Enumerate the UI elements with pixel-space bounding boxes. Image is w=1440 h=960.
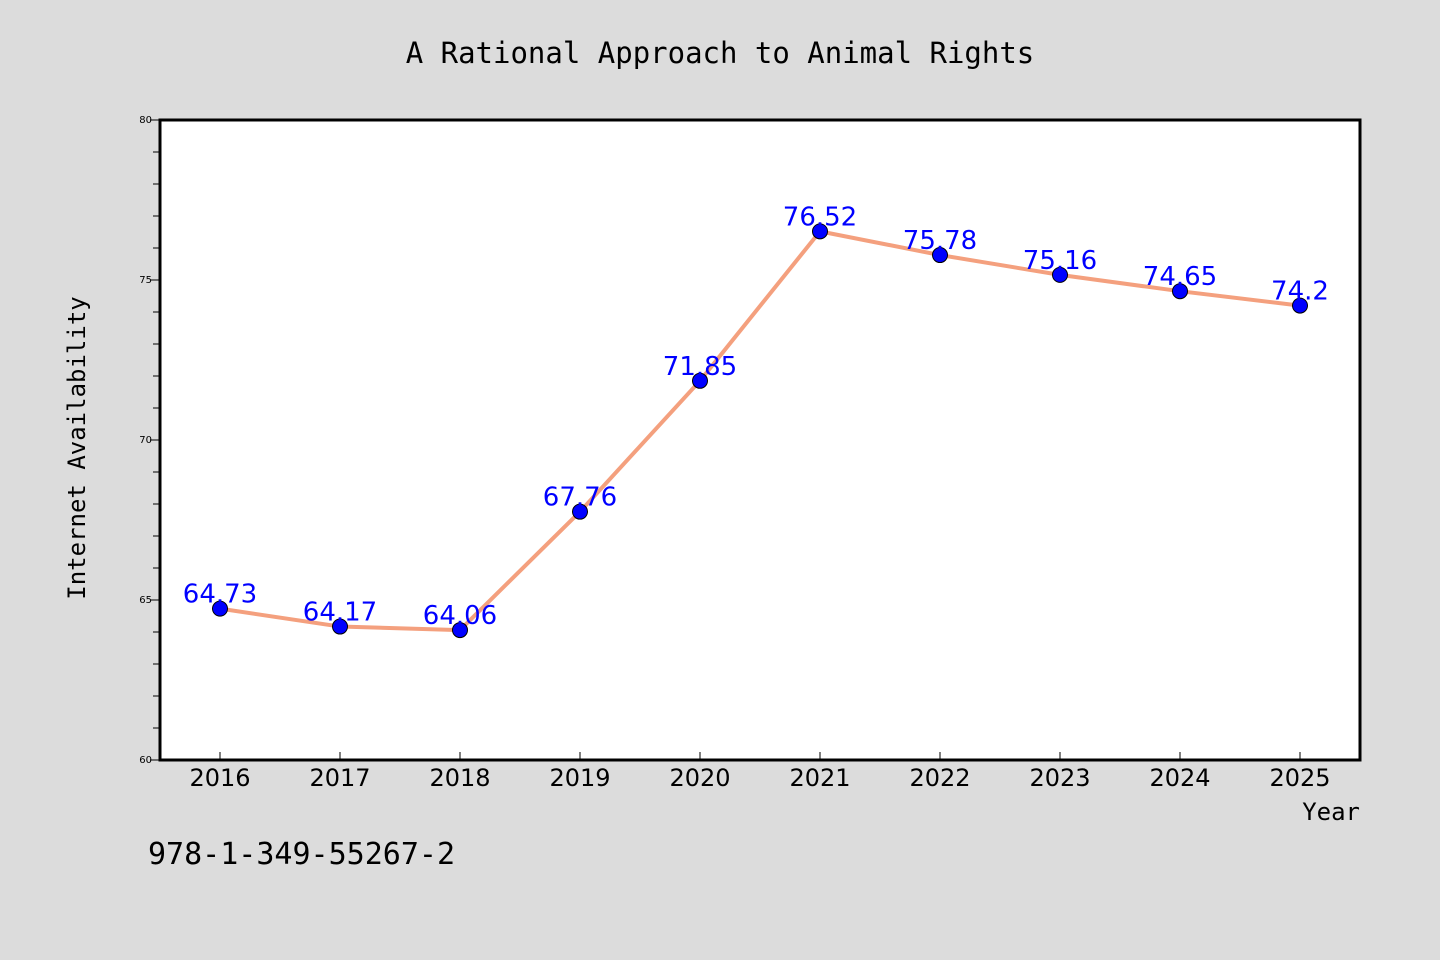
data-point	[572, 503, 588, 520]
y-tick-label: 65	[139, 595, 152, 606]
y-tick-label: 80	[139, 115, 152, 126]
x-tick-label: 2018	[429, 764, 490, 792]
x-tick-label: 2025	[1269, 764, 1330, 792]
data-point	[932, 247, 948, 264]
data-label: 64.06	[423, 601, 497, 631]
plot-area	[158, 118, 1362, 762]
x-tick-label: 2020	[669, 764, 730, 792]
data-point	[692, 372, 708, 389]
data-point	[1172, 283, 1188, 300]
x-tick-label: 2021	[789, 764, 850, 792]
data-label: 74.2	[1271, 277, 1329, 307]
data-point	[212, 600, 228, 617]
data-label: 74.65	[1143, 262, 1217, 292]
y-axis-label: Internet Availability	[63, 296, 91, 599]
x-axis: 2016 2017 2018 2019 2020 2021 2022 2023 2024 2025	[189, 752, 1331, 792]
data-label: 67.76	[543, 483, 617, 513]
data-point	[812, 223, 828, 240]
series-line	[219, 229, 1301, 633]
chart-title: A Rational Approach to Animal Rights	[406, 36, 1035, 70]
x-tick-label: 2022	[909, 764, 970, 792]
y-tick-label: 75	[139, 275, 152, 286]
x-tick-label: 2019	[549, 764, 610, 792]
data-point	[332, 618, 348, 635]
data-label: 75.16	[1023, 246, 1097, 276]
x-tick-label: 2024	[1149, 764, 1210, 792]
data-label: 76.52	[783, 202, 857, 232]
y-tick-label: 70	[139, 435, 152, 446]
data-label: 71.85	[663, 352, 737, 382]
data-label: 64.17	[303, 598, 377, 628]
data-point	[1292, 297, 1308, 314]
data-label: 75.78	[903, 226, 977, 256]
data-point	[452, 622, 468, 639]
footer-code: 978-1-349-55267-2	[148, 837, 455, 872]
y-tick-label: 60	[139, 755, 152, 766]
data-label-layer: 64.73 64.17 64.06 67.76 71.85 76.52 75.78 75.16…	[183, 202, 1329, 631]
series-layer	[212, 223, 1308, 639]
x-tick-label: 2023	[1029, 764, 1090, 792]
data-label: 64.73	[183, 580, 257, 610]
x-tick-label: 2016	[189, 764, 250, 792]
x-axis-label: Year	[1302, 798, 1360, 826]
x-tick-label: 2017	[309, 764, 370, 792]
data-point	[1052, 266, 1068, 283]
y-axis: 60 65 70 75 80	[139, 115, 160, 766]
